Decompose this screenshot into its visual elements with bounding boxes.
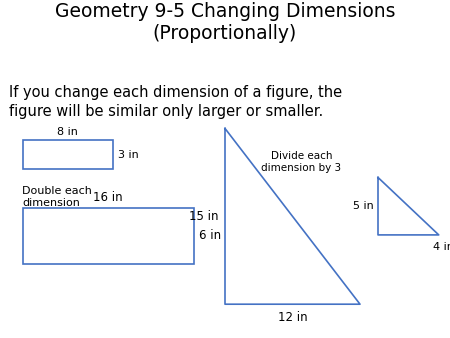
Text: 4 in: 4 in [433,242,450,252]
Text: Divide each
dimension by 3: Divide each dimension by 3 [261,151,342,173]
Bar [22,208,194,264]
Text: Geometry 9-5 Changing Dimensions
(Proportionally): Geometry 9-5 Changing Dimensions (Propor… [55,2,395,44]
Text: 12 in: 12 in [278,311,307,324]
Text: 5 in: 5 in [353,201,374,211]
Text: If you change each dimension of a figure, the
figure will be similar only larger: If you change each dimension of a figure… [9,84,342,119]
Text: 15 in: 15 in [189,210,218,223]
Bar [22,140,112,169]
Text: 8 in: 8 in [57,127,78,137]
Text: 3 in: 3 in [118,150,139,160]
Text: 16 in: 16 in [93,192,123,204]
Text: 6 in: 6 in [199,229,221,242]
Text: Double each
dimension: Double each dimension [22,186,92,208]
